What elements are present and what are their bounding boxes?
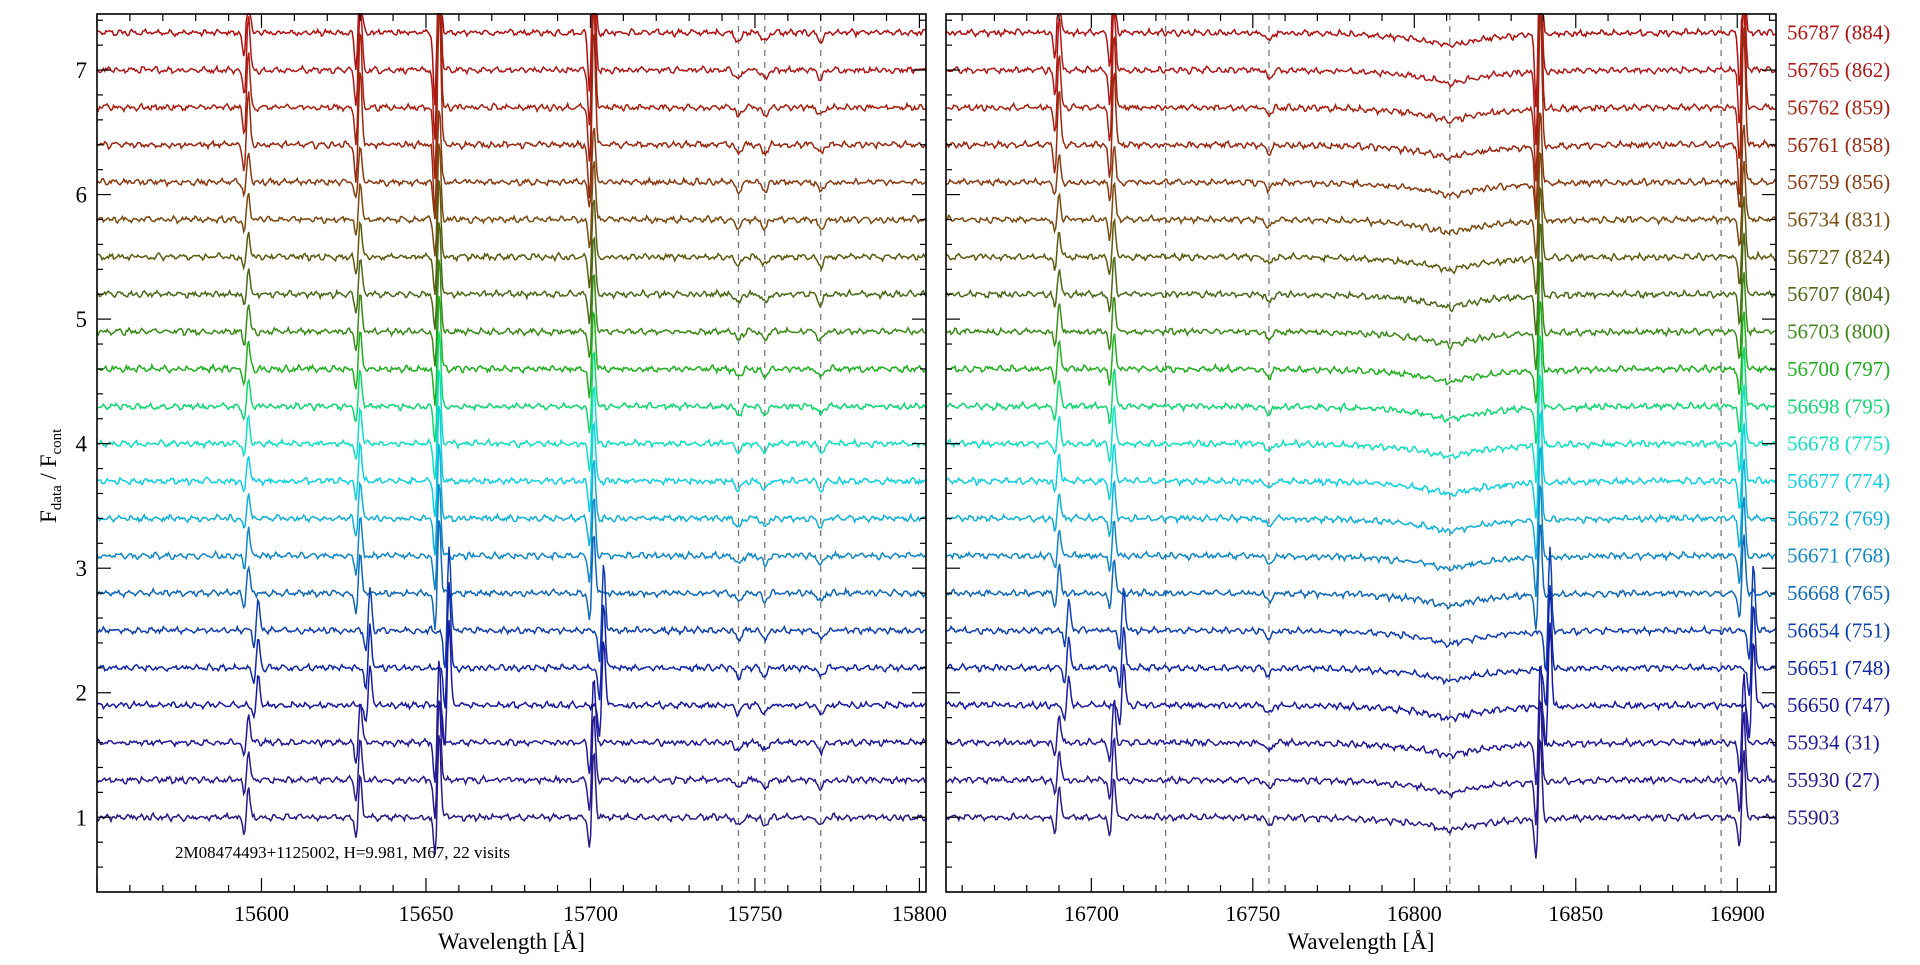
- legend-entry: 56698 (795): [1787, 394, 1890, 418]
- legend-entry: 56765 (862): [1787, 58, 1890, 82]
- x-axis-label: Wavelength [Å]: [438, 929, 585, 954]
- spectrum-line: [96, 520, 927, 631]
- legend-entry: 56761 (858): [1787, 133, 1890, 157]
- y-tick-label: 3: [76, 556, 88, 581]
- spectrum-line: [945, 410, 1777, 519]
- x-tick-label: 15650: [398, 901, 453, 926]
- spectrum-line: [945, 665, 1777, 786]
- y-axis-label-part: data: [49, 485, 65, 510]
- plot-frame: [96, 13, 927, 893]
- y-tick-label: 7: [76, 58, 88, 83]
- spectrum-line: [945, 335, 1777, 444]
- spectrum-line: [96, 13, 927, 140]
- spectrum-line: [96, 110, 927, 220]
- spectrum-line: [96, 331, 927, 443]
- x-tick-label: 16800: [1387, 901, 1442, 926]
- spectrum-line: [96, 735, 927, 855]
- y-axis-label: Fdata / Fcont: [36, 428, 65, 523]
- spectrum-line: [945, 13, 1777, 145]
- spectrum-line: [96, 484, 927, 591]
- spectrum-line: [945, 184, 1777, 295]
- x-tick-label: 15600: [234, 901, 289, 926]
- y-axis-label-part: / F: [36, 455, 61, 486]
- y-tick-label: 4: [76, 432, 88, 457]
- legend-entry: 56700 (797): [1787, 357, 1890, 381]
- legend-entry: 56672 (769): [1787, 506, 1890, 530]
- spectrum-line: [945, 445, 1777, 560]
- legend-entry: 56677 (774): [1787, 469, 1890, 493]
- panel-right: 16700 16750 16800 16850 16900 Wavelength [Å]: [945, 13, 1777, 954]
- spectrum-line: [96, 546, 927, 669]
- spectrum-line: [96, 143, 927, 257]
- spectrum-line: [945, 151, 1777, 259]
- spectrum-line: [945, 223, 1777, 336]
- spectrum-line: [945, 698, 1777, 826]
- legend-entry: 56707 (804): [1787, 282, 1890, 306]
- x-tick-label: 16850: [1548, 901, 1603, 926]
- legend-entry: 56654 (751): [1787, 618, 1890, 642]
- legend-entry: 56762 (859): [1787, 95, 1890, 119]
- legend-entry: 55903: [1787, 805, 1840, 829]
- plot-frame: [945, 13, 1777, 893]
- spectrum-line: [945, 374, 1777, 483]
- y-tick-label: 6: [76, 183, 88, 208]
- spectrum-line: [96, 259, 927, 367]
- y-tick-label: 5: [76, 307, 88, 332]
- legend-entry: 56668 (765): [1787, 581, 1890, 605]
- spectrum-line: [945, 13, 1777, 217]
- spectrum-line: [946, 546, 1777, 673]
- spectrum-line: [96, 180, 927, 295]
- legend-entry: 56727 (824): [1787, 245, 1890, 269]
- y-axis-label-part: F: [36, 510, 61, 523]
- spectrum-line: [96, 405, 927, 517]
- legend-entry: 56671 (768): [1787, 544, 1890, 568]
- x-tick-label: 16750: [1225, 901, 1280, 926]
- spectrum-line: [96, 13, 927, 180]
- spectrum-line: [945, 13, 1777, 108]
- spectrum-line: [945, 622, 1777, 746]
- legend-entry: 56734 (831): [1787, 207, 1890, 231]
- x-tick-label: 16700: [1064, 901, 1119, 926]
- spectrum-line: [945, 112, 1777, 220]
- spectrum-line: [96, 582, 927, 709]
- spectrum-line: [96, 295, 927, 406]
- spectrum-line: [945, 737, 1777, 859]
- spectrum-line: [945, 485, 1777, 597]
- spectrum-line: [96, 619, 927, 746]
- x-tick-label: 15750: [727, 901, 782, 926]
- legend-entry: 55930 (27): [1787, 768, 1880, 792]
- y-tick-label: 2: [76, 681, 88, 706]
- x-axis-label: Wavelength [Å]: [1288, 929, 1435, 954]
- y-tick-label: 1: [76, 805, 88, 830]
- spectrum-line: [96, 13, 927, 106]
- spectrum-line: [96, 222, 927, 330]
- spectrum-line: [96, 443, 927, 556]
- x-tick-label: 15800: [892, 901, 947, 926]
- spectrum-line: [945, 585, 1777, 706]
- spectrum-line: [96, 700, 927, 820]
- spectrum-line: [945, 13, 1777, 182]
- y-axis-label-part: cont: [49, 428, 65, 455]
- spectrum-line: [96, 369, 927, 480]
- legend-entry: 56650 (747): [1787, 693, 1890, 717]
- x-tick-label: 16900: [1710, 901, 1765, 926]
- star-annotation: 2M08474493+1125002, H=9.981, M67, 22 vis…: [175, 843, 510, 862]
- spectrum-line: [945, 524, 1777, 630]
- spectrum-line: [96, 660, 927, 783]
- legend-entry: 56759 (856): [1787, 170, 1890, 194]
- legend-entry: 56703 (800): [1787, 320, 1890, 344]
- panel-left: 15600 15650 15700 15750 15800 Wavelength [Å]: [96, 13, 947, 954]
- x-tick-label: 15700: [563, 901, 618, 926]
- spectrum-line: [96, 13, 927, 219]
- legend-entry: 56678 (775): [1787, 432, 1890, 456]
- legend-entry: 56651 (748): [1787, 656, 1890, 680]
- legend-entry: 56787 (884): [1787, 21, 1890, 45]
- spectrum-line: [946, 261, 1777, 370]
- legend-entry: 55934 (31): [1787, 731, 1880, 755]
- spectrum-line: [945, 300, 1777, 404]
